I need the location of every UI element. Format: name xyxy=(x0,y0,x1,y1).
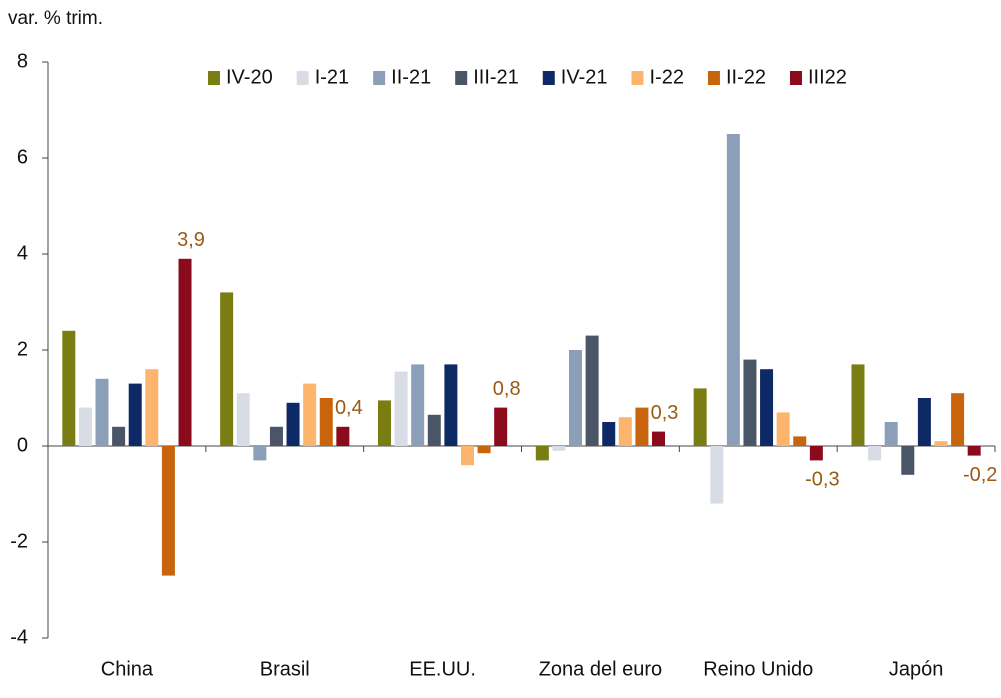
bar xyxy=(652,431,666,446)
bar xyxy=(951,393,965,446)
bar xyxy=(444,364,458,446)
bar xyxy=(760,369,774,446)
legend-label: IV-21 xyxy=(561,66,608,88)
bar xyxy=(809,446,823,461)
bar xyxy=(552,446,566,451)
bar xyxy=(460,446,474,466)
bar xyxy=(776,412,790,446)
y-tick-label: -2 xyxy=(10,530,28,552)
bar xyxy=(253,446,267,461)
bar xyxy=(901,446,915,475)
bar xyxy=(934,441,948,446)
legend-swatch xyxy=(373,71,386,85)
value-label: 0,3 xyxy=(651,402,679,424)
y-tick-label: 0 xyxy=(17,434,28,456)
bar xyxy=(743,359,757,446)
bar xyxy=(269,426,283,446)
x-tick-label: Brasil xyxy=(260,658,310,680)
bar xyxy=(868,446,882,461)
bar xyxy=(710,446,724,504)
y-tick-label: 8 xyxy=(17,50,28,72)
bar xyxy=(602,422,616,446)
y-axis-label: var. % trim. xyxy=(8,8,103,29)
value-label: -0,3 xyxy=(805,469,839,491)
y-tick-label: 4 xyxy=(17,242,28,264)
y-tick-label: -4 xyxy=(10,626,28,648)
legend-label: III22 xyxy=(808,66,847,88)
value-label: 0,8 xyxy=(493,378,521,400)
legend-swatch xyxy=(542,71,555,85)
legend-label: III-21 xyxy=(473,66,519,88)
bar xyxy=(236,393,250,446)
bar xyxy=(377,400,391,446)
x-tick-label: Zona del euro xyxy=(539,658,662,680)
bar xyxy=(145,369,159,446)
bar xyxy=(62,330,76,446)
bar xyxy=(726,134,740,446)
x-tick-label: Japón xyxy=(889,658,944,680)
bar xyxy=(535,446,549,461)
y-tick-label: 2 xyxy=(17,338,28,360)
legend-swatch xyxy=(455,71,468,85)
x-tick-label: China xyxy=(101,658,154,680)
legend-label: I-22 xyxy=(649,66,683,88)
legend-label: I-21 xyxy=(315,66,349,88)
bar xyxy=(78,407,92,446)
bar xyxy=(394,371,408,446)
bar xyxy=(303,383,317,446)
value-label: -0,2 xyxy=(963,464,997,486)
bar xyxy=(319,398,333,446)
bar xyxy=(569,350,583,446)
bar xyxy=(427,414,441,446)
bar xyxy=(112,426,126,446)
bar xyxy=(618,417,632,446)
legend-swatch xyxy=(789,71,802,85)
bar xyxy=(635,407,649,446)
legend-label: IV-20 xyxy=(226,66,273,88)
value-label: 3,9 xyxy=(177,229,205,251)
bar xyxy=(793,436,807,446)
bar xyxy=(286,402,300,446)
bar xyxy=(917,398,931,446)
bar xyxy=(494,407,508,446)
legend-swatch xyxy=(296,71,309,85)
bar xyxy=(693,388,707,446)
legend-swatch xyxy=(631,71,644,85)
legend-label: II-21 xyxy=(391,66,431,88)
bar xyxy=(884,422,898,446)
bar xyxy=(477,446,491,454)
y-tick-label: 6 xyxy=(17,146,28,168)
bar xyxy=(220,292,234,446)
x-tick-label: EE.UU. xyxy=(409,658,476,680)
bar xyxy=(967,446,981,456)
bar xyxy=(851,364,865,446)
bar xyxy=(336,426,350,446)
legend-swatch xyxy=(208,71,220,85)
bar xyxy=(128,383,142,446)
bar xyxy=(178,258,192,446)
legend-label: II-22 xyxy=(726,66,766,88)
legend-swatch xyxy=(707,71,720,85)
bar xyxy=(585,335,599,446)
bar xyxy=(95,378,109,446)
bar xyxy=(411,364,425,446)
bar xyxy=(161,446,175,576)
x-tick-label: Reino Unido xyxy=(703,658,813,680)
value-label: 0,4 xyxy=(335,397,363,419)
